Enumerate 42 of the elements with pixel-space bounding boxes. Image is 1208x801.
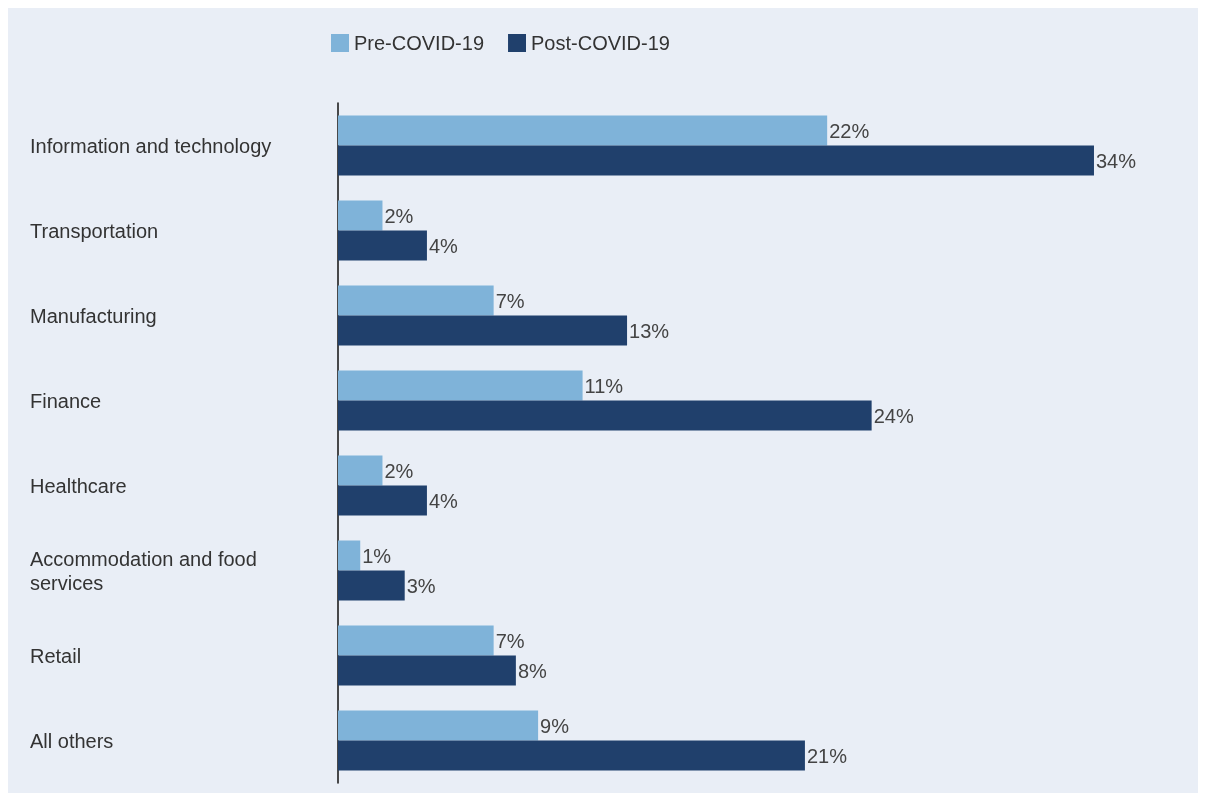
data-label: 8%	[517, 659, 547, 682]
bar	[338, 115, 828, 146]
data-label: 34%	[1095, 149, 1137, 172]
bar	[338, 540, 361, 571]
data-label: 7%	[495, 289, 525, 312]
y-tick-label: Manufacturing	[30, 304, 157, 327]
bar	[338, 455, 383, 486]
legend-label: Pre-COVID-19	[354, 32, 485, 54]
data-label: 2%	[384, 459, 414, 482]
bar	[338, 145, 1094, 176]
data-label: 22%	[829, 119, 870, 142]
data-label: 9%	[540, 714, 570, 737]
bar	[338, 230, 427, 261]
bar	[338, 740, 805, 771]
data-label: 4%	[428, 489, 459, 512]
bar	[338, 570, 405, 601]
y-tick-label: Transportation	[30, 219, 159, 242]
y-tick-label: Finance	[30, 389, 102, 412]
legend-label: Post-COVID-19	[531, 32, 670, 54]
y-tick-label: Accommodation and food services	[30, 547, 263, 594]
data-label: 11%	[584, 374, 624, 397]
data-label: 3%	[406, 574, 436, 597]
bar	[338, 200, 383, 231]
y-tick-label: Healthcare	[30, 474, 127, 497]
bar	[338, 370, 583, 401]
data-label: 21%	[806, 744, 848, 767]
y-tick-label: All others	[30, 729, 114, 752]
data-label: 4%	[428, 234, 459, 257]
y-tick-label: Retail	[30, 644, 82, 667]
bar	[338, 315, 628, 346]
data-label: 24%	[873, 404, 914, 427]
bar	[338, 655, 516, 686]
bar	[338, 285, 494, 316]
data-label: 7%	[495, 629, 525, 652]
data-label: 1%	[362, 544, 392, 567]
bar	[338, 625, 494, 656]
y-tick-label: Information and technology	[30, 134, 272, 157]
bar	[338, 485, 427, 516]
bar	[338, 710, 539, 741]
data-label: 2%	[384, 204, 414, 227]
bar	[338, 400, 872, 431]
data-label: 13%	[629, 319, 670, 342]
